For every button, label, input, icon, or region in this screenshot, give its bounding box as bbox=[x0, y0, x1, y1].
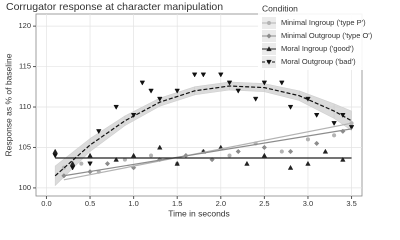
point bbox=[96, 129, 102, 135]
point bbox=[113, 104, 119, 110]
point bbox=[130, 113, 137, 118]
y-axis-label: Response as % of baseline bbox=[3, 53, 13, 156]
point bbox=[139, 80, 146, 86]
legend-label: Minimal Outgroup ('type O') bbox=[281, 31, 373, 40]
y-tick-label: 110 bbox=[19, 102, 31, 111]
point bbox=[287, 164, 294, 170]
point bbox=[157, 144, 163, 150]
point bbox=[305, 137, 311, 142]
chart-title: Corrugator response at character manipul… bbox=[6, 1, 223, 13]
point bbox=[157, 96, 163, 102]
point bbox=[79, 161, 84, 166]
point bbox=[227, 153, 232, 158]
x-tick-label: 1.5 bbox=[172, 199, 182, 208]
point bbox=[52, 153, 58, 159]
legend-title: Condition bbox=[262, 3, 298, 13]
point bbox=[226, 80, 233, 86]
fit-line bbox=[63, 122, 352, 181]
point bbox=[261, 144, 268, 151]
point bbox=[305, 160, 311, 166]
point bbox=[69, 160, 76, 166]
fit-line bbox=[54, 85, 352, 177]
y-tick-label: 115 bbox=[19, 62, 31, 71]
point bbox=[191, 72, 198, 78]
point bbox=[322, 148, 329, 154]
x-tick-label: 2.5 bbox=[259, 199, 269, 208]
point bbox=[209, 156, 215, 163]
point bbox=[279, 149, 284, 154]
legend-marker bbox=[266, 59, 272, 65]
point bbox=[313, 113, 320, 118]
legend-marker bbox=[266, 46, 272, 52]
point bbox=[200, 72, 207, 78]
y-tick-label: 105 bbox=[18, 142, 31, 151]
x-tick-label: 3.5 bbox=[346, 199, 356, 208]
point bbox=[52, 148, 58, 154]
legend-box bbox=[258, 2, 396, 70]
point bbox=[174, 88, 180, 94]
chart: Corrugator response at character manipul… bbox=[3, 0, 396, 219]
legend-label: Moral Ingroup ('good') bbox=[281, 44, 354, 53]
point bbox=[252, 96, 259, 102]
x-tick-label: 0.0 bbox=[41, 199, 51, 208]
point bbox=[348, 125, 355, 131]
point bbox=[235, 148, 241, 155]
fit-line bbox=[63, 128, 352, 177]
point bbox=[174, 160, 180, 166]
point bbox=[279, 80, 285, 86]
legend-marker bbox=[266, 20, 272, 26]
x-tick-label: 3.0 bbox=[303, 199, 313, 208]
point bbox=[113, 156, 119, 162]
point bbox=[261, 80, 268, 86]
x-tick-label: 1.0 bbox=[128, 199, 138, 208]
point bbox=[218, 72, 224, 78]
point bbox=[87, 161, 93, 167]
point bbox=[69, 165, 76, 171]
x-tick-label: 0.5 bbox=[85, 199, 95, 208]
point bbox=[148, 153, 154, 158]
x-tick-label: 2.0 bbox=[216, 199, 226, 208]
point bbox=[331, 121, 337, 127]
point bbox=[332, 133, 337, 138]
x-axis-label: Time in seconds bbox=[168, 208, 230, 218]
legend-label: Moral Outgroup ('bad') bbox=[281, 57, 356, 66]
point bbox=[314, 140, 320, 147]
legend-marker bbox=[266, 33, 272, 39]
point bbox=[340, 156, 346, 162]
point bbox=[287, 148, 294, 155]
point bbox=[104, 160, 111, 167]
point bbox=[244, 160, 250, 166]
legend-label: Minimal Ingroup ('type P') bbox=[281, 18, 366, 27]
point bbox=[148, 88, 154, 94]
point bbox=[235, 88, 241, 94]
point bbox=[287, 104, 294, 110]
y-tick-label: 120 bbox=[18, 21, 31, 30]
y-tick-label: 100 bbox=[18, 183, 31, 192]
